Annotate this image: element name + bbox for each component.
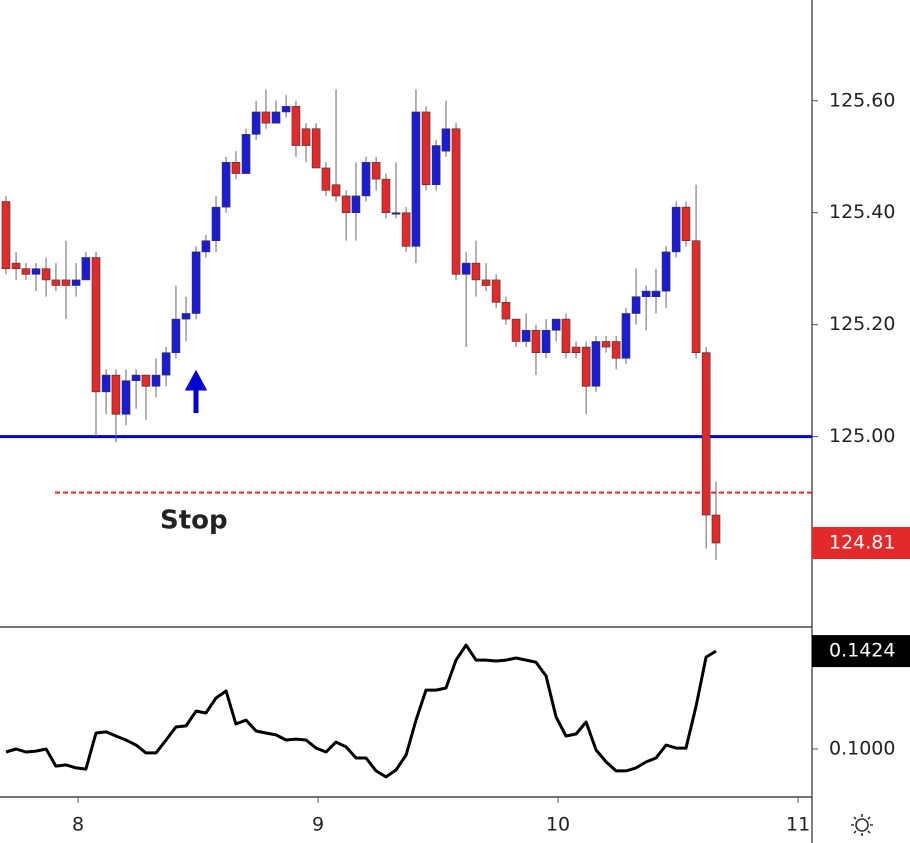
candle-body [411, 111, 421, 247]
candles [1, 89, 721, 560]
candle-body [271, 111, 281, 124]
candle-body [651, 290, 661, 298]
candle-body [551, 318, 561, 331]
candle-body [71, 279, 81, 286]
candle-body [321, 167, 331, 191]
stop-annotation: Stop [160, 506, 228, 536]
candle-body [171, 318, 181, 353]
candle-body [231, 162, 241, 174]
candle-body [261, 111, 271, 124]
candle-body [661, 251, 671, 292]
candle-body [301, 128, 311, 146]
candle-body [181, 313, 191, 320]
y-tick-label: 0.1000 [829, 737, 895, 759]
candle-body [51, 279, 61, 286]
candle-body [541, 329, 551, 353]
candle-body [481, 279, 491, 286]
last-value-box [812, 635, 910, 668]
candle-body [681, 206, 691, 242]
candle-body [451, 128, 461, 275]
candle-body [431, 145, 441, 186]
candle-body [671, 206, 681, 253]
last-price-box [812, 527, 910, 560]
settings-icon[interactable] [851, 814, 873, 836]
candle-body [471, 262, 481, 281]
candle-body [151, 374, 161, 387]
candle-body [461, 262, 471, 275]
candle-body [1, 201, 11, 270]
candle-body [91, 257, 101, 393]
candle-body [331, 184, 341, 197]
entry-arrow [184, 369, 208, 413]
candle-body [161, 352, 171, 376]
candle-body [221, 162, 231, 208]
candle-body [131, 374, 141, 381]
candle-body [441, 128, 451, 152]
candle-body [491, 279, 501, 303]
candle-body [361, 162, 371, 197]
candle-body [21, 268, 31, 275]
candle-body [421, 111, 431, 186]
candle-body [201, 240, 211, 253]
x-tick-label: 11 [786, 814, 810, 836]
candle-body [701, 352, 711, 516]
last-value-label: 0.1424 [829, 640, 895, 662]
candle-body [501, 302, 511, 320]
candle-body [621, 313, 631, 359]
candle-body [391, 212, 401, 215]
y-tick-label: 125.20 [829, 313, 895, 335]
candle-body [511, 318, 521, 342]
x-tick-label: 10 [546, 814, 570, 836]
candle-body [381, 178, 391, 214]
candle-body [641, 290, 651, 298]
candle-body [691, 240, 701, 353]
candle-body [351, 195, 361, 214]
candle-body [561, 318, 571, 353]
candle-body [531, 329, 541, 353]
candle-body [581, 346, 591, 387]
y-tick-label: 125.00 [829, 425, 895, 447]
candle-body [141, 374, 151, 387]
candle-body [521, 329, 531, 342]
candle-body [111, 374, 121, 415]
x-tick-label: 9 [312, 814, 324, 836]
candle-body [41, 268, 51, 281]
candle-body [371, 162, 381, 180]
candle-body [191, 251, 201, 314]
candle-body [311, 128, 321, 169]
candle-body [121, 380, 131, 415]
candle-body [31, 268, 41, 275]
candle-body [241, 134, 251, 174]
candle-body [291, 106, 301, 146]
y-tick-label: 125.40 [829, 201, 895, 223]
candle-body [591, 341, 601, 387]
candle-body [401, 212, 411, 247]
candle-body [81, 257, 91, 281]
x-tick-label: 8 [72, 814, 84, 836]
indicator-line [5, 643, 717, 779]
candle-body [571, 346, 581, 353]
candle-body [101, 374, 111, 393]
candle-body [711, 514, 721, 544]
candle-body [251, 111, 261, 135]
candle-body [341, 195, 351, 214]
candle-body [601, 341, 611, 348]
candle-body [631, 296, 641, 314]
candle-body [11, 262, 21, 270]
last-price-label: 124.81 [829, 532, 895, 554]
candle-body [211, 206, 221, 242]
candle-body [611, 341, 621, 359]
y-tick-label: 125.60 [829, 89, 895, 111]
candle-body [61, 279, 71, 286]
candle-body [281, 106, 291, 113]
